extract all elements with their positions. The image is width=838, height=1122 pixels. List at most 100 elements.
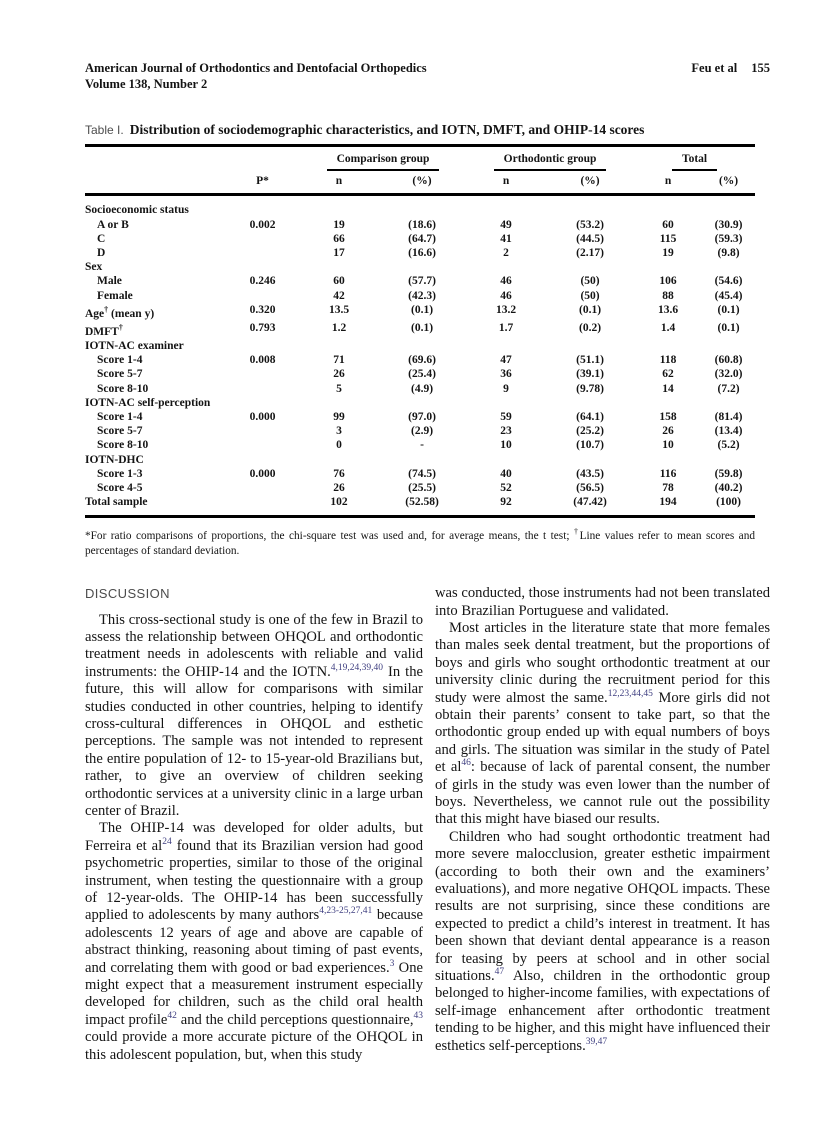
table-cell: 158	[659, 410, 677, 423]
table-cell: (54.6)	[714, 275, 743, 288]
table-cell: (42.3)	[408, 289, 436, 302]
citation-superscript[interactable]: 43	[413, 1010, 424, 1021]
table-cell: (18.6)	[408, 218, 436, 231]
table-cell: (2.17)	[576, 247, 604, 260]
row-label: Score 8-10	[97, 382, 149, 395]
page-number: 155	[751, 61, 770, 75]
table-cell: (56.5)	[576, 481, 604, 494]
running-head: American Journal of Orthodontics and Den…	[85, 60, 770, 92]
col-header-pct: (%)	[702, 171, 756, 197]
table-cell: (60.8)	[714, 354, 743, 367]
table-cell: 13.6	[657, 303, 679, 316]
table-cell: 99	[333, 410, 345, 423]
row-label: Total sample	[85, 496, 148, 509]
row-label: Score 1-4	[97, 354, 143, 367]
citation-superscript[interactable]: 4,19,24,39,40	[330, 662, 384, 673]
col-header-pct: (%)	[378, 171, 467, 197]
table-cell: 62	[662, 368, 674, 381]
paragraph: This cross-sectional study is one of the…	[85, 611, 423, 819]
section-heading: DISCUSSION	[85, 586, 170, 602]
citation-superscript[interactable]: 24	[162, 836, 172, 847]
table-cell: 47	[500, 354, 512, 367]
table-row: Total sample 102 (52.58) 92 (47.42) 194 (100)	[85, 495, 755, 517]
table-cell: 66	[333, 232, 345, 245]
col-header-p: P*	[225, 171, 300, 197]
col-header-n: n	[466, 171, 547, 197]
table-cell: 0.002	[249, 218, 276, 231]
table-cell: (64.7)	[408, 232, 436, 245]
row-label: Female	[97, 289, 133, 302]
table-cell: 19	[333, 218, 345, 231]
table-cell: (2.9)	[410, 425, 434, 438]
table-cell: (5.2)	[717, 439, 740, 452]
table-cell: 60	[333, 275, 345, 288]
row-label: C	[97, 232, 106, 245]
paragraph: The OHIP-14 was developed for older adul…	[85, 820, 424, 1063]
table-cell: 71	[333, 354, 345, 367]
table-cell: 9	[503, 382, 509, 395]
table-row: DMFT† 0.793 1.2 (0.1) 1.7 (0.2) 1.4 (0.1)	[85, 321, 755, 339]
running-head-right: Feu et al 155	[691, 60, 770, 76]
table-cell: 1.4	[660, 321, 676, 334]
table-cell: (51.1)	[576, 354, 604, 367]
table-cell: (25.5)	[408, 481, 436, 494]
citation-superscript[interactable]: 3	[389, 958, 395, 969]
table-cell: (4.9)	[410, 382, 434, 395]
table-cell: 13.5	[328, 303, 350, 316]
right-column: was conducted, those instruments had not…	[435, 585, 770, 1064]
citation-superscript[interactable]: 46	[461, 758, 471, 769]
group-header-total: Total	[634, 146, 755, 172]
table-cell: 59	[500, 410, 512, 423]
table-cell	[225, 246, 300, 260]
table-group-row: Sex	[85, 260, 755, 274]
table-cell: (0.1)	[410, 303, 434, 316]
table-cell: (64.1)	[576, 410, 604, 423]
left-column: DISCUSSION This cross-sectional study is…	[85, 585, 423, 1064]
group-header-orthodontic: Orthodontic group	[466, 146, 634, 172]
table-cell: 106	[659, 275, 677, 288]
row-group-label: Socioeconomic status	[85, 204, 189, 217]
table-footnote: *For ratio comparisons of proportions, t…	[85, 527, 755, 557]
table-cell: -	[420, 439, 424, 452]
table-cell: 115	[659, 232, 677, 245]
table-cell: 0.246	[249, 275, 276, 288]
table-row: Score 1-3 0.000 76 (74.5) 40 (43.5) 116 (59.8)	[85, 467, 755, 481]
table-cell: (50)	[580, 275, 600, 288]
table-cell: (57.7)	[408, 275, 436, 288]
table-row: Score 5-7 26 (25.4) 36 (39.1) 62 (32.0)	[85, 367, 755, 381]
table-cell: (44.5)	[576, 232, 604, 245]
table-cell: 26	[662, 425, 674, 438]
table-cell	[225, 481, 300, 495]
table-cell: 0.320	[249, 303, 276, 316]
table-row: C 66 (64.7) 41 (44.5) 115 (59.3)	[85, 232, 755, 246]
table-cell: (74.5)	[408, 467, 436, 480]
row-label: Score 5-7	[97, 368, 143, 381]
table-cell: (25.2)	[576, 425, 604, 438]
article-body: DISCUSSION This cross-sectional study is…	[85, 585, 770, 1064]
table-group-row: IOTN-AC self-perception	[85, 396, 755, 410]
table-group-header-row: Comparison group Orthodontic group Total	[85, 146, 755, 172]
table-cell: (50)	[580, 289, 600, 302]
table-cell: 42	[333, 289, 345, 302]
row-label: Score 8-10	[97, 439, 149, 452]
citation-superscript[interactable]: 12,23,44,45	[607, 688, 653, 699]
table-cell: 26	[333, 481, 345, 494]
table-cell: (16.6)	[408, 247, 436, 260]
citation-superscript[interactable]: 42	[167, 1010, 177, 1021]
row-label: Male	[97, 275, 122, 288]
row-group-label: IOTN-DHC	[85, 453, 144, 466]
table-cell: (81.4)	[714, 410, 743, 423]
citation-superscript[interactable]: 39,47	[585, 1036, 608, 1047]
table-cell: 0	[336, 439, 342, 452]
col-header-n: n	[300, 171, 378, 197]
row-group-label: IOTN-AC self-perception	[85, 396, 211, 409]
table-cell: (0.1)	[717, 303, 740, 316]
row-label: Score 1-4	[97, 410, 143, 423]
citation-superscript[interactable]: 47	[494, 967, 505, 978]
table-cell: (0.1)	[579, 303, 602, 316]
table-cell: 23	[500, 425, 512, 438]
table-cell	[225, 367, 300, 381]
table-group-row: IOTN-DHC	[85, 453, 755, 467]
citation-superscript[interactable]: 4,23-25,27,41	[319, 906, 373, 917]
table-cell: (7.2)	[717, 382, 740, 395]
